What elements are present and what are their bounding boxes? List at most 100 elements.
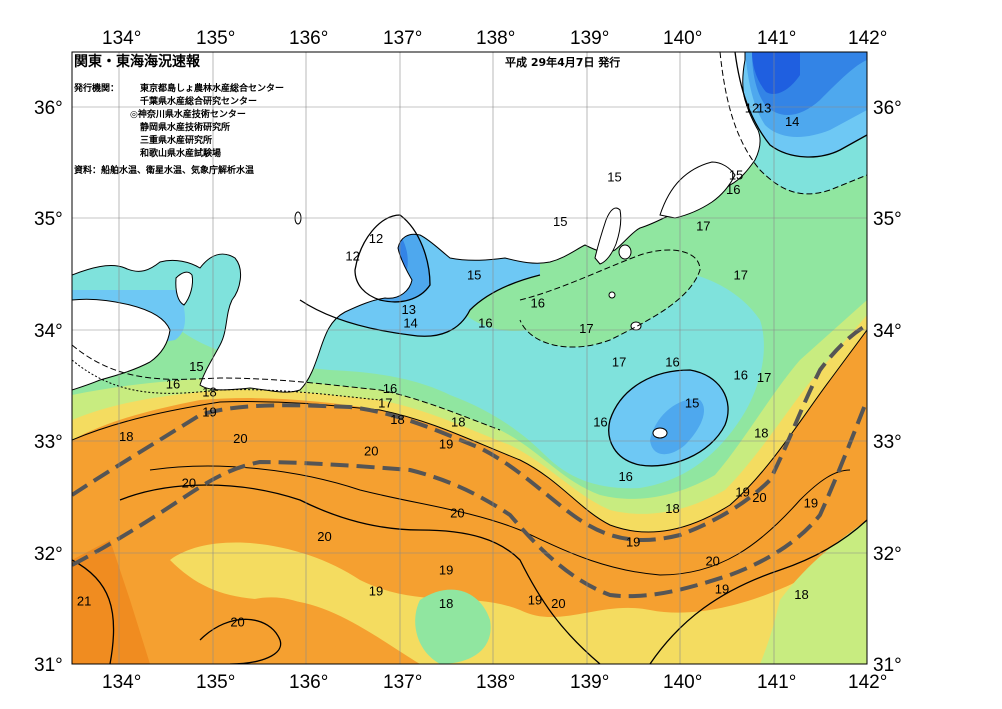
- isotherm-label: 16: [726, 182, 740, 197]
- isotherm-label: 18: [451, 414, 465, 429]
- isotherm-label: 13: [757, 101, 771, 116]
- isotherm-label: 18: [794, 587, 808, 602]
- lat-tick-label: 36°: [34, 98, 63, 119]
- isotherm-label: 19: [715, 581, 729, 596]
- issuer-org: 静岡県水産技術研究所: [140, 121, 230, 133]
- lon-tick-label: 141°: [757, 672, 796, 693]
- sea-17-patch: [415, 589, 491, 664]
- lon-tick-label: 136°: [289, 672, 328, 693]
- lon-tick-label: 138°: [476, 672, 515, 693]
- sea-14-eddy: [650, 399, 705, 455]
- issuer-org: 千葉県水産総合研究センター: [140, 95, 257, 107]
- lon-tick-label: 142°: [848, 672, 887, 693]
- lat-tick-label: 32°: [34, 544, 63, 565]
- lon-tick-label: 140°: [663, 28, 702, 49]
- isotherm-label: 20: [705, 554, 719, 569]
- isotherm-label: 17: [612, 354, 626, 369]
- lon-tick-label: 137°: [383, 672, 422, 693]
- isotherm-label: 19: [528, 592, 542, 607]
- lat-tick-label: 32°: [873, 544, 902, 565]
- sea-19-south: [170, 520, 867, 664]
- isotherm-label: 15: [685, 396, 699, 411]
- land-shikoku: [72, 298, 171, 391]
- isotherm-label: 16: [531, 295, 545, 310]
- isotherm-label: 16: [478, 315, 492, 330]
- land-oshima: [618, 244, 632, 260]
- isotherm-label: 18: [390, 412, 404, 427]
- sea-17-izu: [520, 250, 700, 348]
- issuer-label: 発行機関：: [73, 82, 119, 94]
- lon-labels-top: 134° 135° 136° 137° 138° 139° 140° 141° …: [102, 28, 887, 49]
- lat-tick-label: 36°: [873, 98, 902, 119]
- isotherm-label: 18: [119, 429, 133, 444]
- isotherm-label: 17: [757, 370, 771, 385]
- isotherm-label: 15: [553, 214, 567, 229]
- isotherm-label: 20: [752, 490, 766, 505]
- lon-tick-label: 140°: [663, 672, 702, 693]
- isotherm-label: 19: [202, 404, 216, 419]
- sea-21-band: [72, 540, 150, 664]
- lat-tick-label: 34°: [873, 321, 902, 342]
- isotherm-label: 12: [745, 101, 759, 116]
- isotherm-label: 18: [202, 384, 216, 399]
- lon-tick-label: 139°: [570, 672, 609, 693]
- isotherm-label: 16: [383, 381, 397, 396]
- map-title: 関東・東海海況速報: [74, 53, 201, 70]
- isotherm-label: 17: [696, 219, 710, 234]
- isotherm-label: 16: [593, 414, 607, 429]
- isotherm-label: 19: [804, 496, 818, 511]
- isotherm-label: 15: [729, 167, 743, 182]
- lon-tick-label: 141°: [757, 28, 796, 49]
- isotherm-label: 15: [189, 359, 203, 374]
- isotherm-label: 18: [665, 501, 679, 516]
- isotherm-label: 16: [665, 354, 679, 369]
- isotherm-label: 19: [439, 437, 453, 452]
- issuer-org: 三重県水産研究所: [140, 134, 212, 146]
- land-boso: [659, 161, 736, 219]
- lon-labels-bottom: 134° 135° 136° 137° 138° 139° 140° 141° …: [102, 672, 887, 693]
- land-hachijojima: [652, 427, 668, 439]
- issuer-org: 東京都島しょ農林水産総合センター: [140, 82, 284, 94]
- isotherm-label: 17: [579, 321, 593, 336]
- lon-tick-label: 135°: [196, 672, 235, 693]
- isotherm-label: 16: [734, 368, 748, 383]
- isotherm-label: 18: [439, 596, 453, 611]
- issuer-org: ◎神奈川県水産技術センター: [130, 108, 246, 120]
- isotherm-label: 15: [467, 268, 481, 283]
- isotherm-label: 19: [369, 584, 383, 599]
- lon-tick-label: 134°: [102, 28, 141, 49]
- lat-labels-left: 36° 35° 34° 33° 32° 31°: [34, 98, 63, 676]
- graticule: [72, 52, 867, 664]
- isotherm-label: 18: [754, 426, 768, 441]
- lon-tick-label: 135°: [196, 28, 235, 49]
- lon-tick-label: 137°: [383, 28, 422, 49]
- isotherm-label: 20: [364, 443, 378, 458]
- isotherm-label: 17: [378, 396, 392, 411]
- lat-tick-label: 35°: [873, 209, 902, 230]
- isotherm-label: 16: [166, 377, 180, 392]
- isotherm-label: 20: [450, 506, 464, 521]
- issue-date: 平成 29年4月7日 発行: [505, 55, 620, 69]
- kuroshio-axis: [72, 323, 867, 599]
- lat-tick-label: 34°: [34, 321, 63, 342]
- isotherm-label: 19: [735, 485, 749, 500]
- lat-tick-label: 31°: [34, 655, 63, 676]
- land-niijima: [608, 291, 616, 299]
- isotherm-label: 15: [607, 170, 621, 185]
- issuer-org: 和歌山県水産試験場: [139, 147, 221, 159]
- lat-tick-label: 33°: [873, 432, 902, 453]
- isotherm-label: 19: [439, 562, 453, 577]
- isotherm-label: 20: [551, 596, 565, 611]
- data-source: 資料：船舶水温、衛星水温、気象庁解析水温: [74, 164, 254, 176]
- lon-tick-label: 136°: [289, 28, 328, 49]
- sea-12-ne: [752, 52, 800, 95]
- sea-18-se: [760, 520, 867, 664]
- lon-tick-label: 139°: [570, 28, 609, 49]
- isotherm-label: 14: [785, 114, 799, 129]
- isotherm-label: 19: [626, 535, 640, 550]
- map-frame: [71, 51, 868, 665]
- isotherm-label: 20: [233, 431, 247, 446]
